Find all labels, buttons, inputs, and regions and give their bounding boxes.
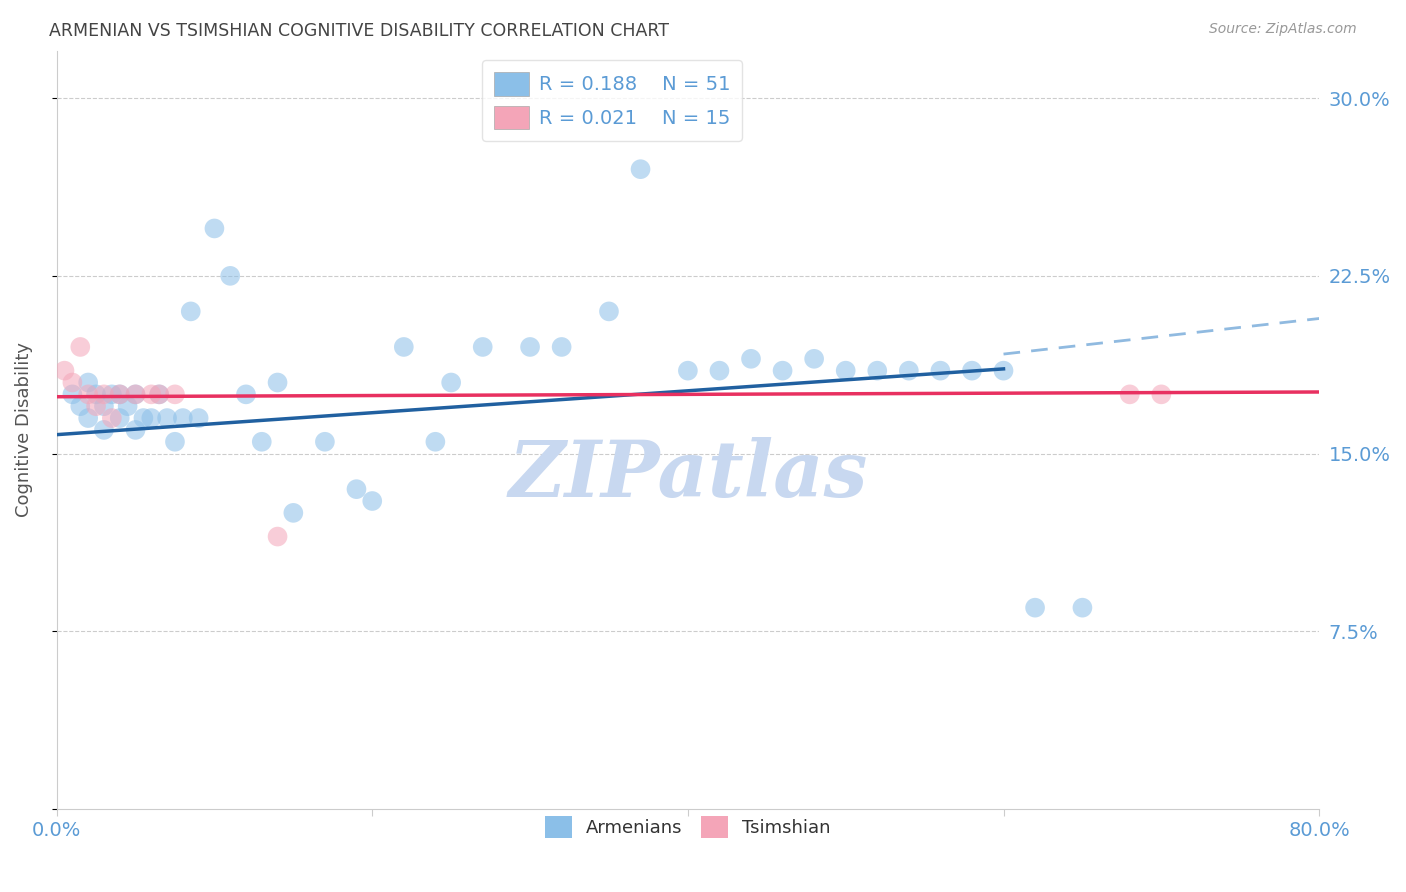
Point bbox=[53, 364, 76, 378]
Point bbox=[141, 387, 163, 401]
Point bbox=[740, 351, 762, 366]
Point bbox=[60, 376, 83, 390]
Point bbox=[101, 387, 124, 401]
Point bbox=[772, 364, 794, 378]
Point bbox=[425, 434, 447, 449]
Point bbox=[101, 411, 124, 425]
Text: ARMENIAN VS TSIMSHIAN COGNITIVE DISABILITY CORRELATION CHART: ARMENIAN VS TSIMSHIAN COGNITIVE DISABILI… bbox=[49, 22, 669, 40]
Point bbox=[1024, 600, 1046, 615]
Y-axis label: Cognitive Disability: Cognitive Disability bbox=[15, 343, 32, 517]
Point bbox=[803, 351, 825, 366]
Point bbox=[897, 364, 920, 378]
Point bbox=[187, 411, 209, 425]
Point bbox=[866, 364, 889, 378]
Point bbox=[69, 399, 91, 413]
Point bbox=[709, 364, 731, 378]
Point bbox=[60, 387, 83, 401]
Point bbox=[93, 399, 115, 413]
Point bbox=[69, 340, 91, 354]
Point bbox=[266, 376, 288, 390]
Point bbox=[108, 387, 131, 401]
Point bbox=[676, 364, 699, 378]
Point bbox=[630, 162, 652, 177]
Point bbox=[235, 387, 257, 401]
Point bbox=[163, 434, 186, 449]
Point bbox=[219, 268, 242, 283]
Point bbox=[156, 411, 179, 425]
Point bbox=[124, 423, 146, 437]
Point bbox=[93, 387, 115, 401]
Point bbox=[250, 434, 273, 449]
Text: ZIPatlas: ZIPatlas bbox=[508, 437, 868, 514]
Point bbox=[598, 304, 620, 318]
Point bbox=[993, 364, 1015, 378]
Point bbox=[93, 423, 115, 437]
Point bbox=[148, 387, 170, 401]
Point bbox=[361, 494, 384, 508]
Point bbox=[124, 387, 146, 401]
Point bbox=[440, 376, 463, 390]
Point bbox=[1119, 387, 1142, 401]
Point bbox=[1071, 600, 1094, 615]
Point bbox=[960, 364, 983, 378]
Point bbox=[266, 530, 288, 544]
Point bbox=[163, 387, 186, 401]
Point bbox=[108, 411, 131, 425]
Text: Source: ZipAtlas.com: Source: ZipAtlas.com bbox=[1209, 22, 1357, 37]
Point bbox=[929, 364, 952, 378]
Point bbox=[1150, 387, 1173, 401]
Point bbox=[519, 340, 541, 354]
Point bbox=[124, 387, 146, 401]
Point bbox=[77, 387, 100, 401]
Point bbox=[204, 221, 226, 235]
Point bbox=[283, 506, 305, 520]
Point bbox=[141, 411, 163, 425]
Point bbox=[314, 434, 336, 449]
Point bbox=[108, 387, 131, 401]
Point bbox=[392, 340, 415, 354]
Point bbox=[132, 411, 155, 425]
Point bbox=[148, 387, 170, 401]
Point bbox=[550, 340, 572, 354]
Point bbox=[77, 376, 100, 390]
Point bbox=[834, 364, 856, 378]
Point bbox=[346, 482, 368, 496]
Point bbox=[172, 411, 194, 425]
Point bbox=[471, 340, 494, 354]
Point bbox=[84, 387, 107, 401]
Point bbox=[117, 399, 139, 413]
Point bbox=[77, 411, 100, 425]
Legend: Armenians, Tsimshian: Armenians, Tsimshian bbox=[537, 809, 838, 846]
Point bbox=[84, 399, 107, 413]
Point bbox=[180, 304, 202, 318]
